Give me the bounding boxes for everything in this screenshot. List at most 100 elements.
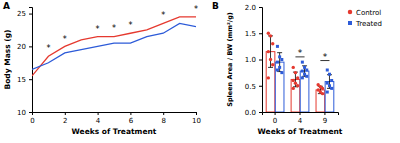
tick-label: 0 [273,117,277,125]
error-line [329,75,330,89]
tick-mark [259,112,262,113]
tick: 9 [323,112,327,125]
point [292,87,295,90]
tick-mark [98,112,99,115]
annotation: * [194,5,198,14]
tick-mark [259,7,262,8]
tick-label: 1.5 [245,30,256,38]
axis-title: Weeks of Treatment [72,127,157,136]
tick-mark [300,112,301,115]
tick-mark [259,33,262,34]
point [301,70,304,73]
point [276,69,279,72]
annotation: * [161,11,165,20]
tick-label: 0 [30,117,34,125]
point [294,81,297,84]
line [32,17,196,76]
point [267,32,270,35]
error-cap [268,67,273,68]
error-line [279,53,280,72]
tick-mark [275,112,276,115]
point [276,61,279,64]
tick-label: 6 [129,117,134,125]
line [32,23,196,69]
point [328,73,331,76]
tick-mark [65,112,66,115]
annotation: * [46,44,50,53]
point [267,50,270,53]
tick-label: 2 [63,117,67,125]
legend-label: Treated [355,20,382,28]
legend-marker [348,21,352,25]
legend-label: Control [356,9,381,17]
tick-mark [29,112,32,113]
tick-mark [163,112,164,115]
point [278,66,281,69]
annotation: * [323,52,328,62]
bar [325,82,334,112]
tick-mark [324,112,325,115]
tick: 20 [17,43,32,51]
tick-label: 0.0 [245,109,256,117]
point [294,71,297,74]
axis: 0 4 9 [263,112,339,125]
tick-mark [259,86,262,87]
tick: 4 [298,112,303,125]
axis-title: Spleen Area / BW (mm²/g) [226,12,234,107]
tick: 6 [129,112,134,125]
point [330,79,333,82]
tick-mark [259,60,262,61]
tick-label: 4 [298,117,303,125]
tick-label: 9 [323,117,327,125]
panel-label: A [3,1,10,11]
legend-marker [348,10,353,15]
annotation: * [96,25,100,34]
annotation: * [298,48,303,58]
point [296,76,299,79]
tick-label: 0.5 [245,82,256,90]
tick-label: 10 [17,109,26,117]
plot-area [32,17,196,76]
point [301,76,304,79]
tick-mark [130,112,131,115]
point [305,75,308,78]
annotation: * [112,24,116,33]
tick: 25 [17,10,32,18]
plot-area [266,32,334,112]
point [280,58,283,61]
tick-mark [29,46,32,47]
point [326,69,329,72]
tick-label: 25 [17,10,26,18]
axis-line [263,113,339,116]
axis: 0246810 [30,112,201,125]
annotation: * [63,35,67,44]
point [326,82,329,85]
tick-label: 2.0 [245,4,256,12]
point [303,66,306,69]
tick-label: 20 [17,43,26,51]
axis-title: Weeks of Treatment [258,127,343,136]
tick-label: 4 [96,117,101,125]
axis-title: Body Mass (g) [3,29,12,89]
point [271,42,274,45]
tick: 0.5 [245,82,262,90]
axis-line [29,8,33,113]
point [276,45,279,48]
point [280,71,283,74]
point [321,92,324,95]
point [269,34,272,37]
tick: 0 [30,112,34,125]
tick-mark [29,79,32,80]
axis: 0.00.51.01.52.0 [245,4,263,117]
point [305,69,308,72]
tick: 2 [63,112,67,125]
bar [316,90,325,112]
panel-label: B [212,1,219,11]
point [292,66,295,69]
tick: 10 [192,112,201,125]
tick-mark [29,14,32,15]
tick-mark [196,112,197,115]
point [328,84,331,87]
tick: 15 [17,76,32,84]
point [269,58,272,61]
